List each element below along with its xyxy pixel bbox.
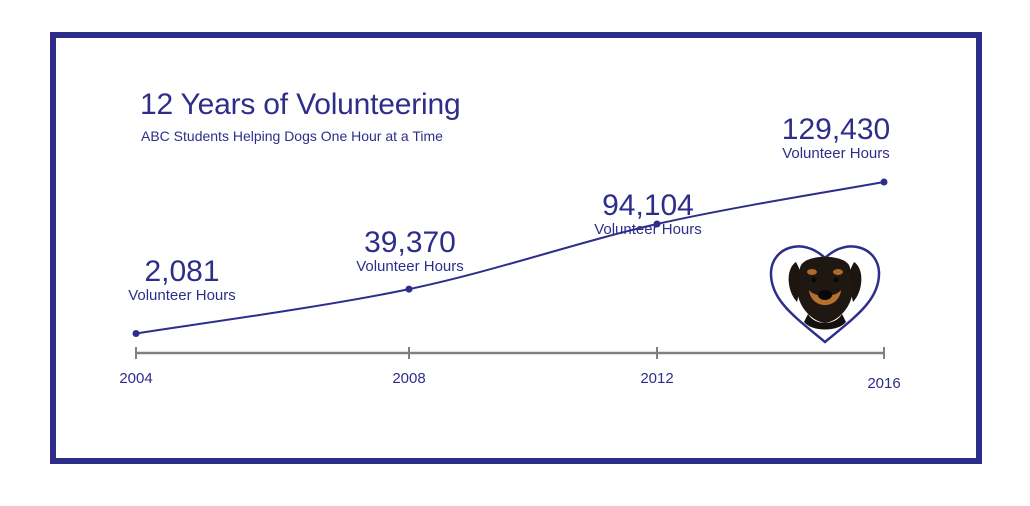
value-number-2004: 2,081	[144, 255, 220, 288]
chart-title: 12 Years of Volunteering	[140, 88, 461, 121]
value-number-2008: 39,370	[364, 226, 456, 259]
trend-line	[135, 181, 885, 335]
data-point-2004	[132, 330, 140, 337]
x-tick-label-2016: 2016	[867, 375, 900, 392]
value-label-2004: 2,081 Volunteer Hours	[92, 256, 272, 304]
value-label-2008: 39,370 Volunteer Hours	[320, 227, 500, 275]
x-tick-label-2004: 2004	[119, 370, 152, 387]
data-point-2008	[405, 285, 413, 293]
data-point-2016	[880, 178, 888, 186]
value-label-2012: 94,104 Volunteer Hours	[558, 190, 738, 238]
dog-in-heart-icon	[769, 245, 881, 344]
x-tick-label-2008: 2008	[392, 370, 425, 387]
value-unit-2004: Volunteer Hours	[128, 287, 236, 304]
chart-subtitle: ABC Students Helping Dogs One Hour at a …	[141, 128, 443, 144]
value-number-2016: 129,430	[781, 113, 891, 146]
data-point-2012	[653, 220, 661, 228]
value-unit-2016: Volunteer Hours	[782, 145, 890, 162]
infographic-frame	[50, 32, 982, 464]
value-unit-2008: Volunteer Hours	[356, 258, 464, 275]
x-tick-label-2012: 2012	[640, 370, 673, 387]
value-number-2012: 94,104	[602, 189, 694, 222]
value-label-2016: 129,430 Volunteer Hours	[746, 114, 926, 162]
